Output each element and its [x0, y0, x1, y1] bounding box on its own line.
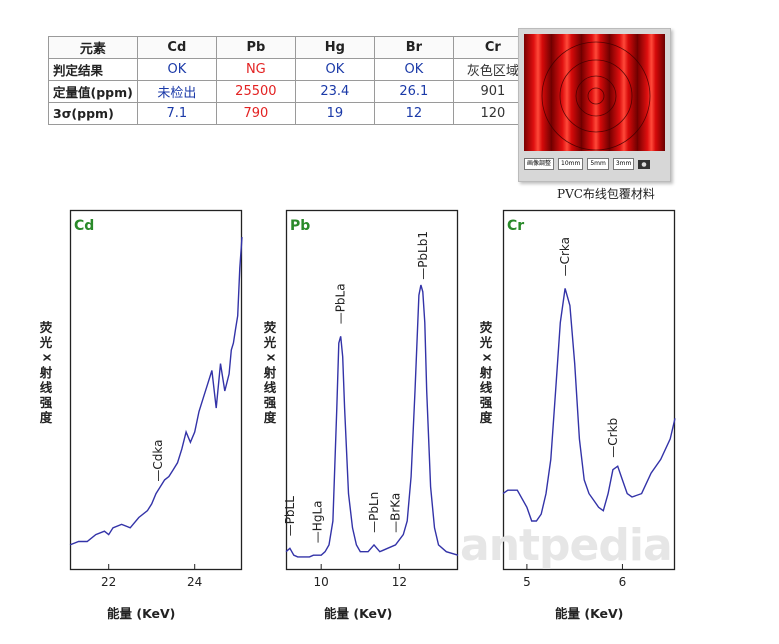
table-header-row: 元素 Cd Pb Hg Br Cr	[48, 36, 533, 59]
table-cell: 7.1	[136, 102, 217, 125]
x-tick-label: 6	[619, 575, 627, 589]
x-tick-label: 22	[101, 575, 116, 589]
table-cell: NG	[215, 58, 296, 81]
table-cell: 23.4	[294, 80, 375, 103]
results-table: 元素 Cd Pb Hg Br Cr 判定结果 OK NG OK OK 灰色区域 定量值(ppm) 未检出 2…	[48, 36, 533, 125]
table-cell: 25500	[215, 80, 296, 103]
photo-caption: PVC布线包覆材料	[557, 187, 655, 201]
pb-spectrum-chart: Pb 10 12 —PbLL —HgLa —PbLa —PbLn —BrKa —PbLb1	[283, 209, 459, 590]
cr-x-axis-label: 能量 (KeV)	[555, 606, 624, 621]
plot-frame	[502, 209, 676, 571]
spectrum-plot: Pb 10 12 —PbLL —HgLa —PbLa —PbLn —BrKa —PbLb1	[283, 209, 459, 589]
zoom-3mm-button[interactable]: 3mm	[612, 158, 635, 170]
table-row: 判定结果 OK NG OK OK 灰色区域	[48, 58, 533, 81]
panel-title: Cr	[507, 218, 524, 234]
sample-photo-image	[524, 34, 665, 151]
header-cr: Cr	[452, 36, 533, 59]
peak-label: —PbLL	[283, 496, 297, 537]
cd-spectrum-chart: Cd 22 24 —Cdka	[69, 209, 243, 590]
panel-title: Pb	[290, 218, 310, 234]
row-label: 判定结果	[48, 58, 138, 81]
peak-label: —Cdka	[151, 440, 165, 482]
table-row: 定量值(ppm) 未检出 25500 23.4 26.1 901	[48, 80, 533, 103]
header-pb: Pb	[215, 36, 296, 59]
camera-icon[interactable]	[638, 159, 651, 169]
table-cell: OK	[294, 58, 375, 81]
spectrum-plot: Cd 22 24 —Cdka	[69, 209, 243, 589]
table-row: 3σ(ppm) 7.1 790 19 12 120	[48, 102, 533, 125]
row-label: 定量值(ppm)	[48, 80, 138, 103]
table-cell: 790	[215, 102, 296, 125]
table-cell: 19	[294, 102, 375, 125]
peak-label: —PbLb1	[416, 231, 430, 280]
spectrum-plot: Cr 5 6 —Crka —Crkb	[502, 209, 676, 589]
header-element: 元素	[48, 36, 138, 59]
table-cell: OK	[136, 58, 217, 81]
spectrum-line	[69, 237, 243, 546]
table-cell: 12	[373, 102, 454, 125]
peak-label: —Crkb	[606, 418, 620, 458]
table-cell: 120	[452, 102, 533, 125]
peak-label: —BrKa	[389, 493, 403, 533]
table-cell: 未检出	[136, 80, 217, 103]
peak-label: —HgLa	[310, 501, 324, 544]
peak-label: —Crka	[558, 237, 572, 276]
header-br: Br	[373, 36, 454, 59]
zoom-5mm-button[interactable]: 5mm	[587, 158, 609, 170]
row-label: 3σ(ppm)	[48, 102, 138, 125]
plot-frame	[285, 209, 459, 571]
cr-spectrum-chart: Cr 5 6 —Crka —Crkb	[502, 209, 676, 590]
pb-x-axis-label: 能量 (KeV)	[324, 606, 393, 621]
spectrum-line	[285, 284, 459, 558]
table-cell: 灰色区域	[452, 58, 533, 81]
cd-x-axis-label: 能量 (KeV)	[107, 606, 176, 621]
photo-toolbar: 画像調整 10mm 5mm 3mm	[524, 155, 665, 173]
x-tick-label: 12	[392, 575, 407, 589]
sample-photo: 画像調整 10mm 5mm 3mm	[518, 28, 671, 182]
image-adjust-button[interactable]: 画像調整	[524, 158, 555, 170]
x-tick-label: 10	[314, 575, 329, 589]
zoom-10mm-button[interactable]: 10mm	[558, 158, 584, 170]
x-tick-label: 5	[523, 575, 531, 589]
peak-label: —PbLn	[367, 492, 381, 533]
results-table-body: 元素 Cd Pb Hg Br Cr 判定结果 OK NG OK OK 灰色区域 定量值(ppm) 未检出 2…	[48, 36, 533, 125]
x-tick-label: 24	[187, 575, 202, 589]
spectrum-line	[502, 288, 676, 522]
table-cell: 26.1	[373, 80, 454, 103]
header-hg: Hg	[294, 36, 375, 59]
table-cell: OK	[373, 58, 454, 81]
header-cd: Cd	[136, 36, 217, 59]
peak-label: —PbLa	[334, 283, 348, 324]
panel-title: Cd	[74, 218, 94, 234]
plot-frame	[69, 209, 243, 571]
